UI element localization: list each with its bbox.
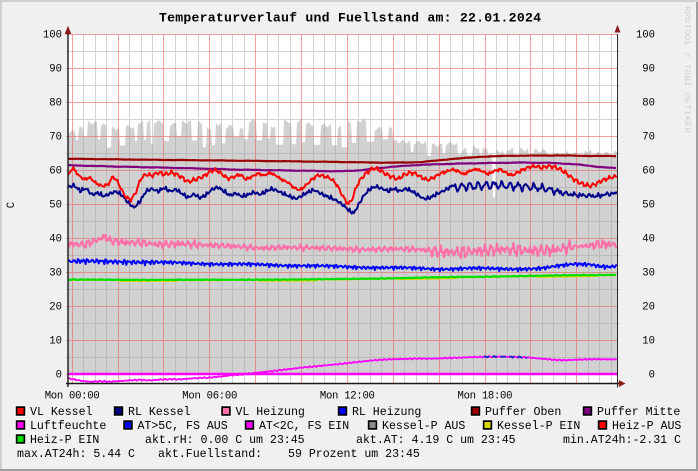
- svg-text:50: 50: [642, 200, 655, 212]
- svg-text:RL Kessel: RL Kessel: [128, 406, 191, 419]
- svg-text:30: 30: [642, 268, 655, 280]
- svg-text:30: 30: [49, 268, 62, 280]
- svg-text:min.AT24h:-2.31 C: min.AT24h:-2.31 C: [563, 434, 681, 447]
- svg-text:akt.rH: 0.00 C um 23:45: akt.rH: 0.00 C um 23:45: [145, 434, 305, 447]
- svg-text:max.AT24h: 5.44 C: max.AT24h: 5.44 C: [17, 448, 135, 461]
- svg-text:RRDTOOL / TOBI OETIKER: RRDTOOL / TOBI OETIKER: [682, 6, 692, 133]
- svg-text:59 Prozent um 23:45: 59 Prozent um 23:45: [288, 448, 420, 461]
- svg-text:RL Heizung: RL Heizung: [352, 406, 421, 419]
- svg-text:80: 80: [642, 98, 655, 110]
- svg-text:Puffer Oben: Puffer Oben: [485, 406, 561, 419]
- svg-text:0: 0: [649, 370, 655, 382]
- svg-text:10: 10: [49, 336, 62, 348]
- svg-text:90: 90: [642, 64, 655, 76]
- svg-text:70: 70: [49, 132, 62, 144]
- svg-text:Mon 12:00: Mon 12:00: [320, 391, 375, 403]
- svg-text:Kessel-P AUS: Kessel-P AUS: [382, 420, 465, 433]
- svg-text:Puffer Mitte: Puffer Mitte: [597, 406, 680, 419]
- svg-text:akt.AT: 4.19 C um 23:45: akt.AT: 4.19 C um 23:45: [356, 434, 516, 447]
- svg-text:20: 20: [49, 302, 62, 314]
- svg-text:akt.Fuellstand:: akt.Fuellstand:: [158, 448, 262, 461]
- svg-text:60: 60: [642, 166, 655, 178]
- svg-text:100: 100: [43, 30, 62, 42]
- svg-text:90: 90: [49, 64, 62, 76]
- svg-text:AT>5C, FS AUS: AT>5C, FS AUS: [138, 420, 228, 433]
- svg-text:40: 40: [642, 234, 655, 246]
- svg-text:40: 40: [49, 234, 62, 246]
- svg-text:Mon 00:00: Mon 00:00: [45, 391, 100, 403]
- svg-text:Mon 18:00: Mon 18:00: [458, 391, 513, 403]
- svg-text:Temperaturverlauf und Fuellsta: Temperaturverlauf und Fuellstand am: 22.…: [159, 11, 541, 26]
- svg-text:50: 50: [49, 200, 62, 212]
- svg-text:Kessel-P EIN: Kessel-P EIN: [497, 420, 580, 433]
- svg-text:Heiz-P AUS: Heiz-P AUS: [612, 420, 681, 433]
- svg-text:20: 20: [642, 302, 655, 314]
- svg-text:10: 10: [642, 336, 655, 348]
- svg-text:AT<2C, FS EIN: AT<2C, FS EIN: [259, 420, 349, 433]
- svg-text:Heiz-P EIN: Heiz-P EIN: [30, 434, 99, 447]
- svg-text:Luftfeuchte: Luftfeuchte: [30, 420, 106, 433]
- svg-text:C: C: [6, 202, 18, 208]
- svg-text:100: 100: [636, 30, 655, 42]
- svg-text:60: 60: [49, 166, 62, 178]
- svg-text:0: 0: [56, 370, 62, 382]
- svg-text:70: 70: [642, 132, 655, 144]
- svg-text:Mon 06:00: Mon 06:00: [182, 391, 237, 403]
- svg-text:VL Heizung: VL Heizung: [236, 406, 305, 419]
- svg-text:VL Kessel: VL Kessel: [30, 406, 93, 419]
- svg-text:80: 80: [49, 98, 62, 110]
